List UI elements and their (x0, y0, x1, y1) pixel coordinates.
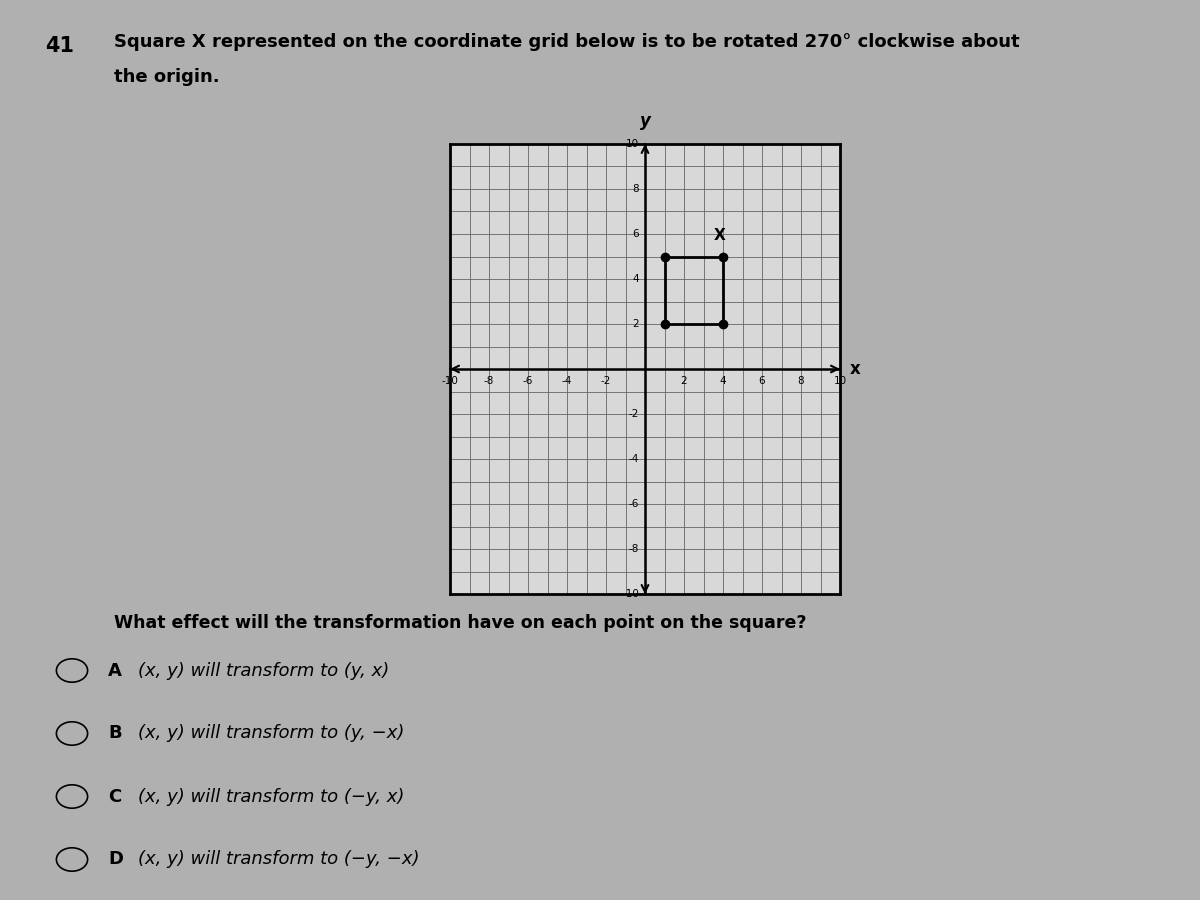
Text: -10: -10 (623, 589, 640, 599)
Text: C: C (108, 788, 121, 806)
Text: -6: -6 (629, 499, 640, 509)
Text: B: B (108, 724, 121, 742)
Text: 8: 8 (798, 376, 804, 386)
Text: (x, y) will transform to (y, x): (x, y) will transform to (y, x) (138, 662, 389, 680)
Text: 4: 4 (720, 376, 726, 386)
Text: -8: -8 (484, 376, 494, 386)
Text: 8: 8 (632, 184, 640, 194)
Text: -4: -4 (562, 376, 572, 386)
Text: -2: -2 (629, 409, 640, 419)
Text: x: x (850, 360, 860, 378)
Text: (x, y) will transform to (y, −x): (x, y) will transform to (y, −x) (138, 724, 404, 742)
Text: X: X (713, 228, 725, 243)
Text: What effect will the transformation have on each point on the square?: What effect will the transformation have… (114, 614, 806, 632)
Text: -6: -6 (523, 376, 533, 386)
Text: -10: -10 (442, 376, 458, 386)
Text: 2: 2 (680, 376, 688, 386)
Text: D: D (108, 850, 124, 868)
Text: 6: 6 (758, 376, 766, 386)
Text: (x, y) will transform to (−y, x): (x, y) will transform to (−y, x) (138, 788, 404, 806)
Text: (x, y) will transform to (−y, −x): (x, y) will transform to (−y, −x) (138, 850, 420, 868)
Text: 2: 2 (632, 319, 640, 329)
Text: -2: -2 (601, 376, 611, 386)
Text: A: A (108, 662, 122, 680)
Text: -4: -4 (629, 454, 640, 464)
Text: Square X represented on the coordinate grid below is to be rotated 270° clockwis: Square X represented on the coordinate g… (114, 33, 1020, 51)
Text: the origin.: the origin. (114, 68, 220, 86)
Text: 10: 10 (626, 139, 640, 149)
Text: 10: 10 (834, 376, 846, 386)
Text: 4: 4 (632, 274, 640, 284)
Text: 41: 41 (46, 36, 74, 56)
Text: y: y (640, 112, 650, 130)
Text: 6: 6 (632, 229, 640, 239)
Text: -8: -8 (629, 544, 640, 554)
